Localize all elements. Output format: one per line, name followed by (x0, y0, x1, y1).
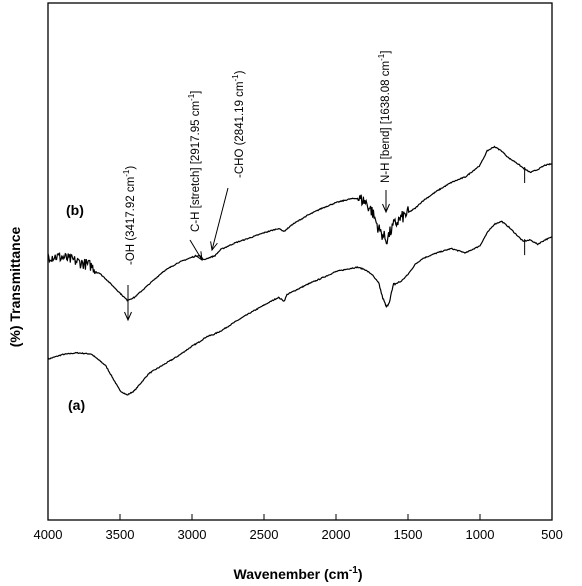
annotation-label: N-H [bend] [1638.08 cm-1] (377, 51, 392, 183)
x-tick-label: 4000 (34, 527, 63, 542)
plot-frame (47, 2, 553, 521)
y-axis-title: (%) Transmittance (7, 226, 23, 347)
annotation-arrow-line (211, 187, 229, 251)
annotation-arrowhead (124, 311, 132, 322)
series-label-a: (a) (68, 397, 85, 413)
annotation-arrowhead (382, 203, 390, 214)
annotation-suffix: ) (234, 70, 246, 74)
x-axis-title: Wavenember (cm-1) (234, 565, 363, 582)
annotation-suffix: ) (125, 166, 137, 170)
x-tick-label: 500 (541, 527, 563, 542)
x-axis-title-sup: -1 (349, 565, 358, 576)
x-tick-label: 2500 (250, 527, 279, 542)
annotation-sup: -1 (231, 74, 240, 82)
annotation-suffix: ] (190, 91, 202, 94)
annotation-sup: -1 (187, 93, 196, 101)
x-axis-title-main: Wavenember (cm (234, 566, 349, 582)
series-line-a (47, 220, 553, 396)
series-line-b (47, 145, 553, 302)
x-axis-ticks: 4000 3500 3000 2500 2000 1500 1000 500 (34, 514, 563, 542)
annotation-text: -OH (3417.92 cm (125, 177, 137, 265)
annotation-arrowhead (210, 241, 218, 252)
annotation-arrow-line (189, 239, 203, 261)
series-labels: (a) (b) (66, 202, 85, 413)
annotation-label: -CHO (2841.19 cm-1) (231, 70, 246, 178)
annotation-sup: -1 (377, 53, 386, 61)
series-layer (47, 145, 553, 396)
annotation-text: C-H [stretch] [2917.95 cm (190, 101, 202, 232)
annotation-sup: -1 (122, 169, 131, 177)
x-tick-label: 3500 (106, 527, 135, 542)
x-tick-label: 3000 (178, 527, 207, 542)
x-tick-label: 1000 (466, 527, 495, 542)
x-axis-title-suffix: ) (358, 566, 363, 582)
x-tick-label: 2000 (322, 527, 351, 542)
annotation-label: C-H [stretch] [2917.95 cm-1] (187, 91, 202, 232)
series-label-b: (b) (66, 202, 84, 218)
annotation-arrowhead (194, 251, 203, 262)
annotations: -OH (3417.92 cm-1) C-H [stretch] [2917.95… (122, 51, 392, 322)
plot-border (47, 2, 553, 521)
annotation-suffix: ] (380, 51, 392, 54)
annotation-text: N-H [bend] [1638.08 cm (380, 61, 392, 183)
annotation-label: -OH (3417.92 cm-1) (122, 166, 137, 265)
x-tick-label: 1500 (394, 527, 423, 542)
annotation-text: -CHO (2841.19 cm (234, 81, 246, 178)
